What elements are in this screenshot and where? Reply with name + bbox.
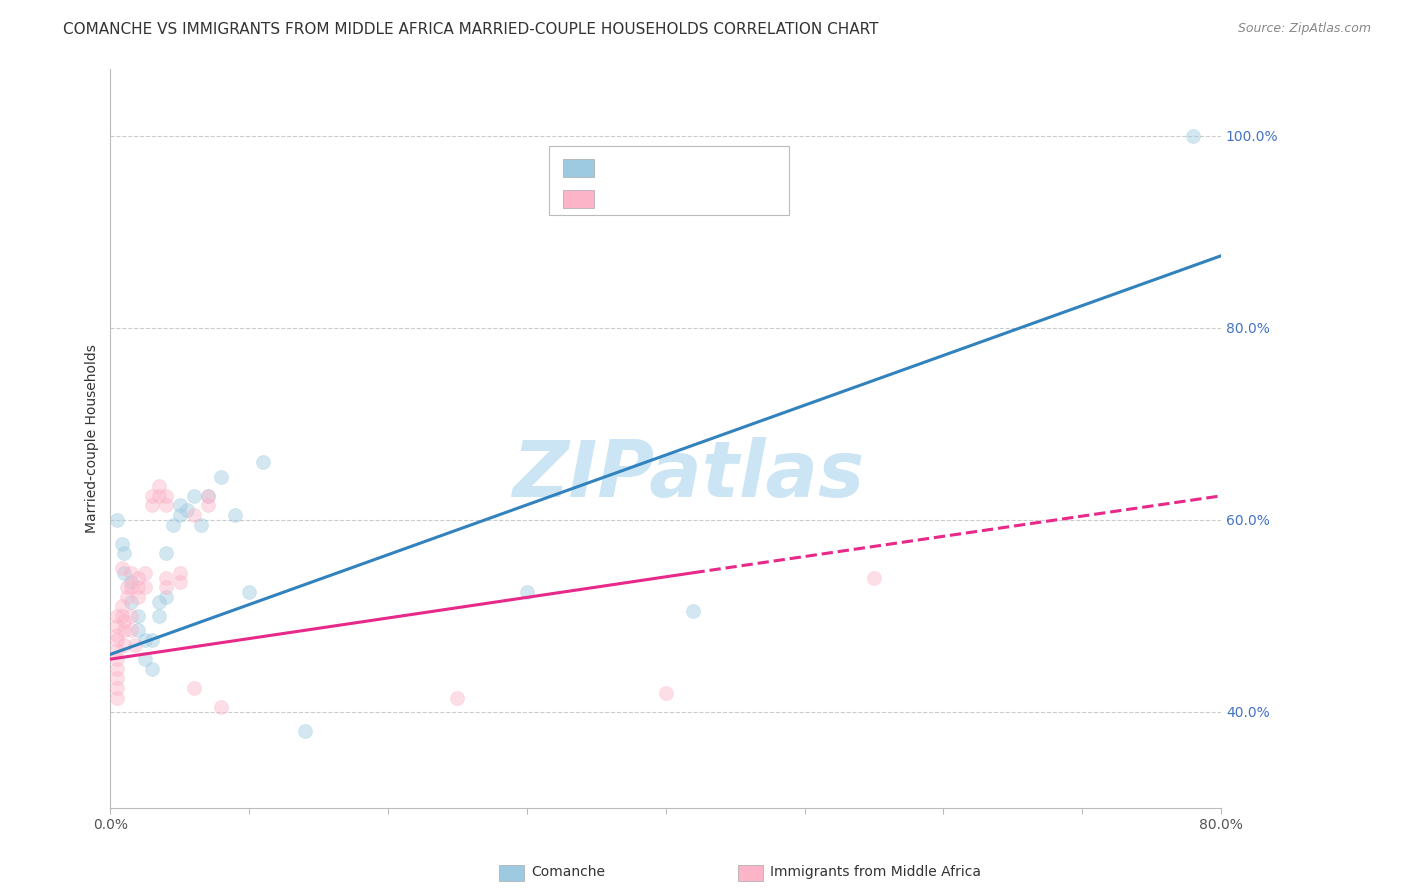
Point [1182, 128, 1205, 143]
Point [120, 580, 142, 594]
Point [155, 489, 177, 503]
Point [112, 638, 135, 652]
Point [169, 575, 191, 590]
Point [155, 580, 177, 594]
Point [120, 624, 142, 638]
Point [105, 632, 128, 647]
Point [134, 580, 156, 594]
Point [105, 608, 128, 623]
Point [134, 652, 156, 666]
Point [183, 489, 205, 503]
Point [238, 585, 260, 599]
Point [105, 513, 128, 527]
Point [148, 479, 170, 493]
Point [127, 570, 149, 584]
Point [197, 489, 219, 503]
Point [252, 455, 274, 469]
Point [110, 608, 132, 623]
Point [654, 686, 676, 700]
Text: N =: N = [696, 159, 744, 177]
Point [141, 489, 163, 503]
Point [211, 700, 233, 714]
Point [112, 614, 135, 628]
Point [105, 690, 128, 705]
Y-axis label: Married-couple Households: Married-couple Households [86, 343, 100, 533]
Point [176, 503, 198, 517]
Point [224, 508, 246, 522]
Point [112, 547, 135, 561]
Text: 0.292: 0.292 [644, 190, 697, 208]
Point [124, 638, 146, 652]
Point [134, 632, 156, 647]
Point [148, 489, 170, 503]
Point [516, 585, 538, 599]
Point [120, 575, 142, 590]
Text: COMANCHE VS IMMIGRANTS FROM MIDDLE AFRICA MARRIED-COUPLE HOUSEHOLDS CORRELATION : COMANCHE VS IMMIGRANTS FROM MIDDLE AFRIC… [63, 22, 879, 37]
Point [294, 724, 316, 739]
Point [148, 594, 170, 608]
Point [148, 608, 170, 623]
Point [110, 561, 132, 575]
Text: 46: 46 [734, 190, 758, 208]
Point [127, 608, 149, 623]
Point [141, 499, 163, 513]
Point [155, 590, 177, 604]
Point [105, 652, 128, 666]
Point [105, 662, 128, 676]
Point [169, 566, 191, 580]
Text: Immigrants from Middle Africa: Immigrants from Middle Africa [770, 865, 981, 880]
Point [141, 662, 163, 676]
Text: Source: ZipAtlas.com: Source: ZipAtlas.com [1237, 22, 1371, 36]
Point [682, 604, 704, 618]
Point [112, 624, 135, 638]
Point [155, 547, 177, 561]
Text: N =: N = [696, 190, 744, 208]
Point [127, 590, 149, 604]
Point [155, 499, 177, 513]
Point [127, 624, 149, 638]
Point [120, 608, 142, 623]
Point [115, 580, 138, 594]
Point [190, 517, 212, 532]
Point [105, 628, 128, 642]
Point [115, 590, 138, 604]
Point [211, 469, 233, 483]
Point [112, 566, 135, 580]
Text: R =: R = [605, 190, 641, 208]
Point [169, 499, 191, 513]
Point [105, 618, 128, 632]
Text: Comanche: Comanche [531, 865, 606, 880]
Text: 31: 31 [734, 159, 758, 177]
Point [134, 566, 156, 580]
Point [110, 537, 132, 551]
Point [141, 632, 163, 647]
Text: R =: R = [605, 159, 641, 177]
Point [183, 681, 205, 695]
Point [120, 566, 142, 580]
Point [183, 508, 205, 522]
Point [197, 499, 219, 513]
Point [162, 517, 184, 532]
Point [127, 580, 149, 594]
Text: ZIPatlas: ZIPatlas [512, 437, 865, 513]
Point [105, 642, 128, 657]
Point [110, 599, 132, 614]
Point [863, 570, 886, 584]
Point [197, 489, 219, 503]
Point [120, 594, 142, 608]
Point [155, 570, 177, 584]
Point [169, 508, 191, 522]
Point [105, 671, 128, 685]
Point [446, 690, 468, 705]
Point [105, 681, 128, 695]
Text: 0.575: 0.575 [644, 159, 697, 177]
